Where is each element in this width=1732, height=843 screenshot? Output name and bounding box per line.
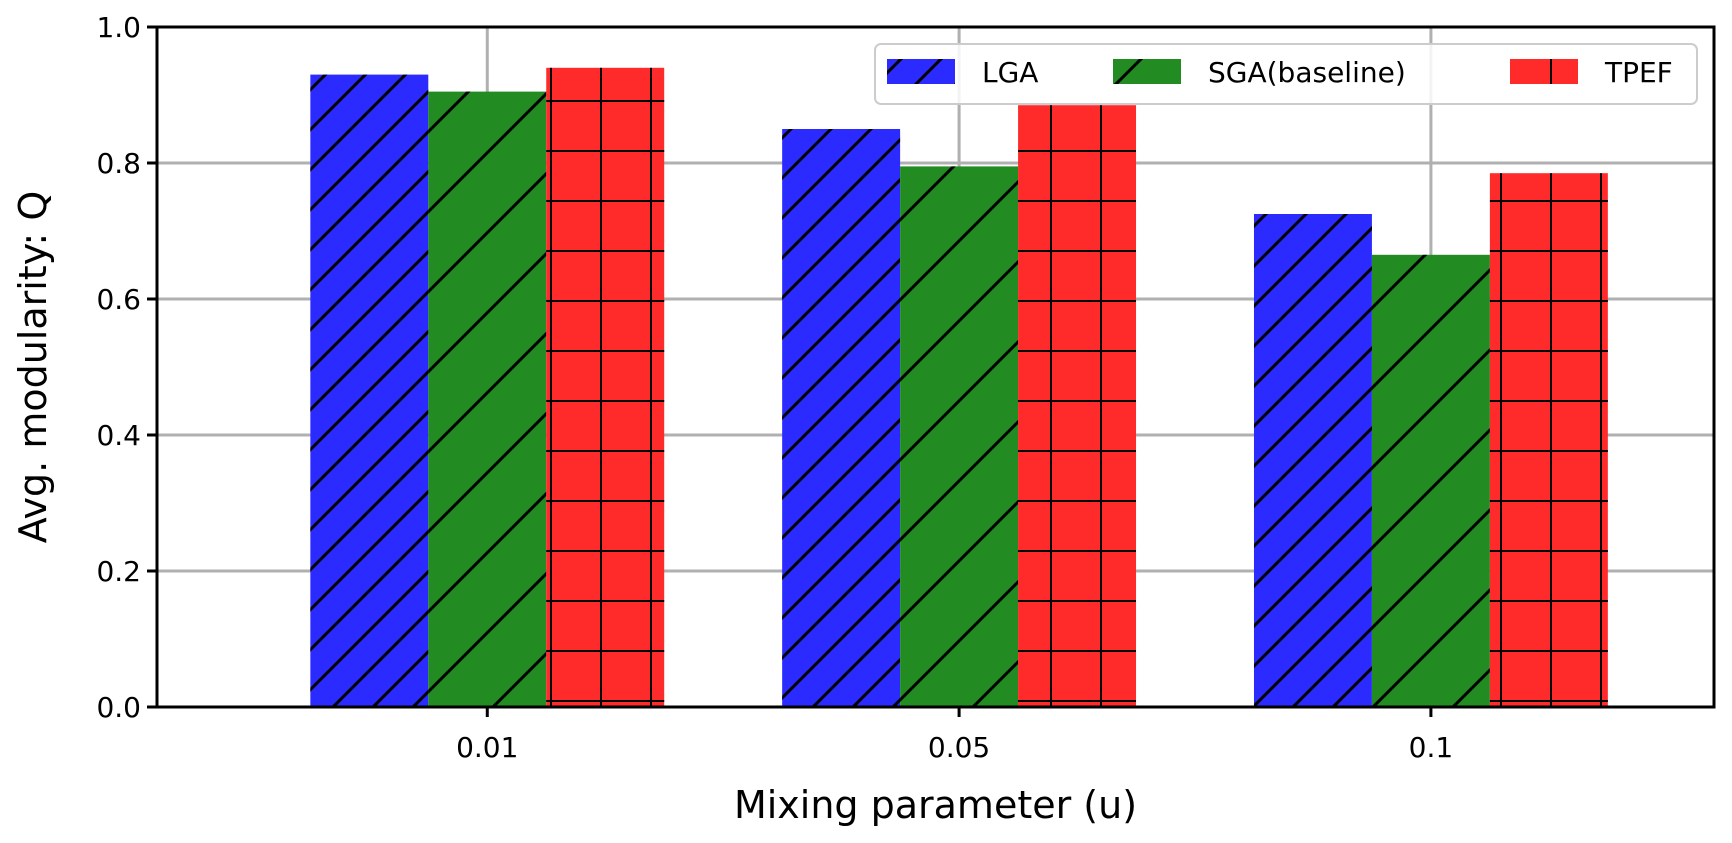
y-tick-label: 0.0 xyxy=(96,691,141,724)
bar-hatch xyxy=(310,74,429,708)
legend-label: TPEF xyxy=(1604,56,1673,89)
y-tick-label: 0.4 xyxy=(96,419,141,452)
legend-swatch-hatch xyxy=(1510,59,1578,84)
bar-hatch xyxy=(900,166,1019,707)
series-sga-baseline- xyxy=(428,91,1490,708)
legend-swatch-hatch xyxy=(887,59,955,84)
legend-label: LGA xyxy=(982,56,1038,89)
legend-label: SGA(baseline) xyxy=(1208,56,1406,89)
x-tick-label: 0.01 xyxy=(456,731,518,764)
legend: LGA SGA(baseline) TPEF xyxy=(874,43,1698,105)
bar-hatch xyxy=(1489,173,1608,707)
y-axis-label: Avg. modularity: Q xyxy=(11,191,55,543)
plot-frame xyxy=(155,25,1716,709)
x-tick-label: 0.1 xyxy=(1409,731,1454,764)
bar-hatch xyxy=(428,91,547,708)
series-lga xyxy=(310,74,1372,708)
series-tpef xyxy=(546,67,1608,708)
y-tick-label: 0.6 xyxy=(96,283,141,316)
bar-hatch xyxy=(1371,254,1490,708)
y-tick-label: 0.2 xyxy=(96,555,141,588)
bar-hatch xyxy=(546,67,665,708)
x-axis-label: Mixing parameter (u) xyxy=(734,783,1137,827)
bar-hatch xyxy=(782,129,901,707)
y-tick-label: 0.8 xyxy=(96,147,141,180)
legend-box xyxy=(874,43,1698,105)
bar-hatch xyxy=(1018,105,1137,707)
bar-hatch xyxy=(1253,214,1372,707)
x-tick-label: 0.05 xyxy=(928,731,990,764)
axis-ticks: 0.0 0.2 0.4 0.6 0.8 1.0 0.01 0.05 0.1 xyxy=(96,11,1453,764)
legend-swatch-hatch xyxy=(1113,59,1181,84)
bars xyxy=(310,67,1608,708)
y-tick-label: 1.0 xyxy=(96,11,141,44)
